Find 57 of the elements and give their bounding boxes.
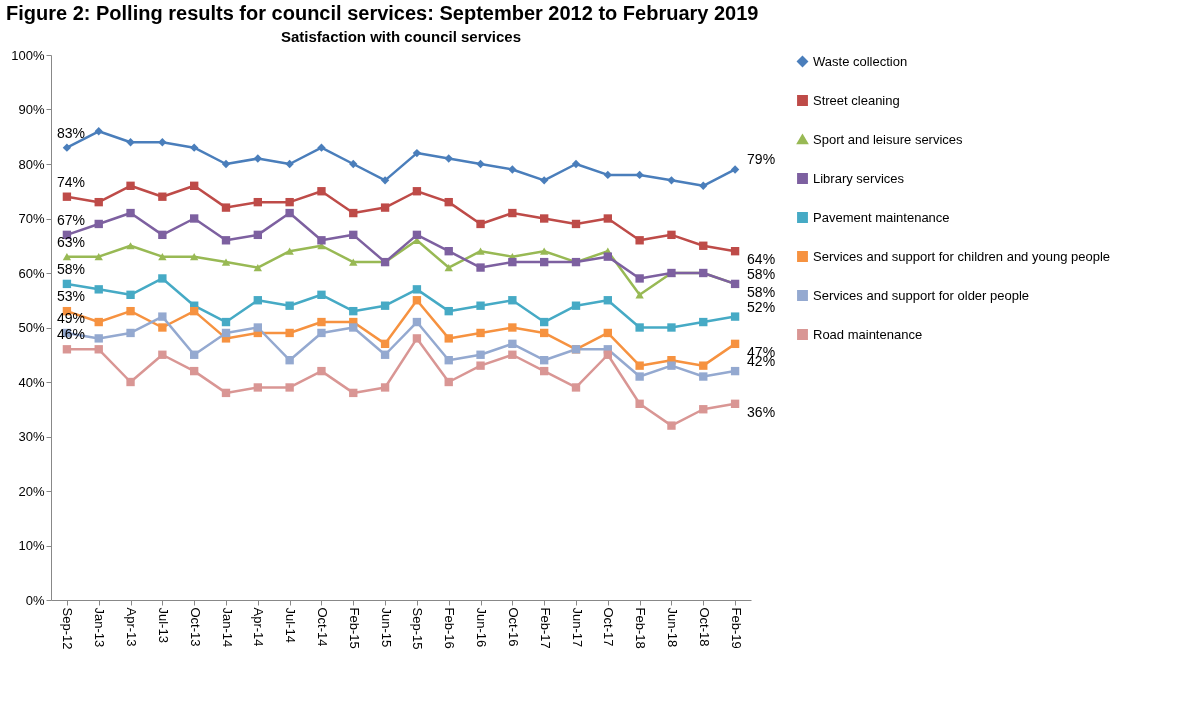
x-tick-label: Jan-14 (219, 607, 235, 648)
data-label: 64% (747, 251, 776, 268)
y-tick-label: 30% (18, 429, 45, 444)
legend-label: Library services (813, 170, 905, 186)
x-tick-label: Sep-12 (60, 607, 76, 650)
y-tick-label: 70% (18, 211, 45, 226)
x-tick-label: Oct-18 (696, 607, 712, 647)
data-label: 46% (56, 326, 85, 343)
chart-subtitle: Satisfaction with council services (280, 28, 522, 45)
data-label: 83% (56, 124, 85, 141)
legend-label: Services and support for children and young people (813, 248, 1111, 264)
x-tick-label: Oct-13 (187, 607, 203, 647)
x-tick-label: Jun-16 (474, 607, 490, 648)
legend-label: Sport and leisure services (813, 131, 964, 147)
data-label: 79% (747, 151, 776, 168)
y-tick-label: 60% (18, 265, 45, 281)
x-tick-label: Oct-17 (601, 607, 617, 647)
x-tick-label: Feb-17 (537, 607, 553, 649)
y-tick-label: 80% (18, 156, 45, 172)
x-tick-label: Apr-13 (124, 607, 140, 647)
y-tick-label: 20% (18, 483, 45, 499)
data-label: 67% (56, 211, 85, 228)
y-tick-label: 90% (18, 102, 45, 117)
x-tick-label: Jun-15 (378, 607, 394, 648)
x-tick-label: Feb-15 (346, 607, 362, 649)
y-tick-label: 40% (18, 374, 45, 390)
x-tick-label: Jul-14 (283, 607, 299, 643)
x-tick-label: Feb-16 (442, 607, 458, 649)
data-label: 58% (747, 283, 776, 300)
data-label: 63% (56, 233, 85, 250)
y-tick-label: 0% (25, 592, 45, 608)
data-label: 52% (747, 298, 776, 315)
x-tick-label: Apr-14 (251, 607, 267, 647)
x-tick-label: Jun-17 (569, 607, 585, 648)
x-tick-label: Jun-18 (664, 607, 680, 648)
x-tick-label: Jul-13 (155, 607, 171, 643)
data-label: 49% (56, 309, 85, 326)
legend-label: Waste collection (813, 53, 908, 69)
legend-label: Services and support for older people (813, 287, 1030, 303)
legend-label: Road maintenance (813, 326, 923, 342)
y-tick-label: 50% (18, 320, 45, 335)
x-tick-label: Oct-14 (314, 607, 330, 647)
x-tick-label: Feb-18 (633, 607, 649, 649)
y-tick-label: 100% (11, 47, 45, 63)
x-tick-label: Sep-15 (410, 607, 426, 650)
legend-label: Pavement maintenance (813, 209, 950, 225)
data-label: 58% (56, 260, 85, 277)
data-label: 36% (747, 403, 776, 420)
data-label: 58% (747, 265, 776, 282)
x-tick-label: Feb-19 (728, 607, 744, 649)
chart-title: Figure 2: Polling results for council services: September 2012 to February 2019 (6, 2, 760, 25)
y-tick-label: 10% (18, 538, 45, 553)
legend-label: Street cleaning (813, 92, 900, 108)
x-tick-label: Jan-13 (92, 607, 108, 648)
x-tick-label: Oct-16 (505, 607, 521, 647)
data-label: 74% (56, 173, 85, 190)
data-label: 53% (56, 288, 85, 305)
